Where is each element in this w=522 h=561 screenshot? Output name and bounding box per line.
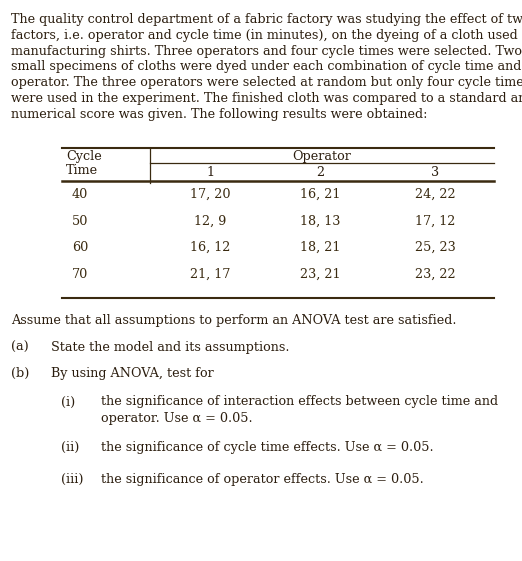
Text: small specimens of cloths were dyed under each combination of cycle time and: small specimens of cloths were dyed unde… (11, 61, 521, 73)
Text: 2: 2 (316, 166, 324, 179)
Text: (iii): (iii) (61, 473, 84, 486)
Text: 17, 12: 17, 12 (415, 214, 455, 228)
Text: (ii): (ii) (61, 440, 79, 453)
Text: 18, 13: 18, 13 (300, 214, 340, 228)
Text: operator. Use α = 0.05.: operator. Use α = 0.05. (101, 412, 253, 425)
Text: 12, 9: 12, 9 (194, 214, 226, 228)
Text: 3: 3 (431, 166, 439, 179)
Text: Operator: Operator (292, 150, 351, 163)
Text: Cycle: Cycle (66, 150, 102, 163)
Text: the significance of operator effects. Use α = 0.05.: the significance of operator effects. Us… (101, 473, 424, 486)
Text: 17, 20: 17, 20 (190, 188, 230, 201)
Text: (a): (a) (11, 341, 29, 353)
Text: 25, 23: 25, 23 (414, 241, 455, 254)
Text: 70: 70 (72, 268, 88, 280)
Text: 16, 21: 16, 21 (300, 188, 340, 201)
Text: 60: 60 (72, 241, 88, 254)
Text: State the model and its assumptions.: State the model and its assumptions. (51, 341, 290, 353)
Text: Assume that all assumptions to perform an ANOVA test are satisfied.: Assume that all assumptions to perform a… (11, 314, 457, 327)
Text: 50: 50 (72, 214, 88, 228)
Text: By using ANOVA, test for: By using ANOVA, test for (51, 367, 213, 380)
Text: 23, 21: 23, 21 (300, 268, 340, 280)
Text: 40: 40 (72, 188, 88, 201)
Text: (i): (i) (61, 396, 75, 408)
Text: 23, 22: 23, 22 (414, 268, 455, 280)
Text: operator. The three operators were selected at random but only four cycle times: operator. The three operators were selec… (11, 76, 522, 89)
Text: manufacturing shirts. Three operators and four cycle times were selected. Two: manufacturing shirts. Three operators an… (11, 45, 522, 58)
Text: 18, 21: 18, 21 (300, 241, 340, 254)
Text: the significance of interaction effects between cycle time and: the significance of interaction effects … (101, 396, 498, 408)
Text: 1: 1 (206, 166, 214, 179)
Text: factors, i.e. operator and cycle time (in minutes), on the dyeing of a cloth use: factors, i.e. operator and cycle time (i… (11, 29, 522, 42)
Text: (b): (b) (11, 367, 29, 380)
Text: 16, 12: 16, 12 (190, 241, 230, 254)
Text: The quality control department of a fabric factory was studying the effect of tw: The quality control department of a fabr… (11, 13, 522, 26)
Text: were used in the experiment. The finished cloth was compared to a standard and a: were used in the experiment. The finishe… (11, 92, 522, 105)
Text: 21, 17: 21, 17 (190, 268, 230, 280)
Text: 24, 22: 24, 22 (414, 188, 455, 201)
Text: the significance of cycle time effects. Use α = 0.05.: the significance of cycle time effects. … (101, 440, 434, 453)
Text: Time: Time (66, 164, 98, 177)
Text: numerical score was given. The following results were obtained:: numerical score was given. The following… (11, 108, 428, 121)
